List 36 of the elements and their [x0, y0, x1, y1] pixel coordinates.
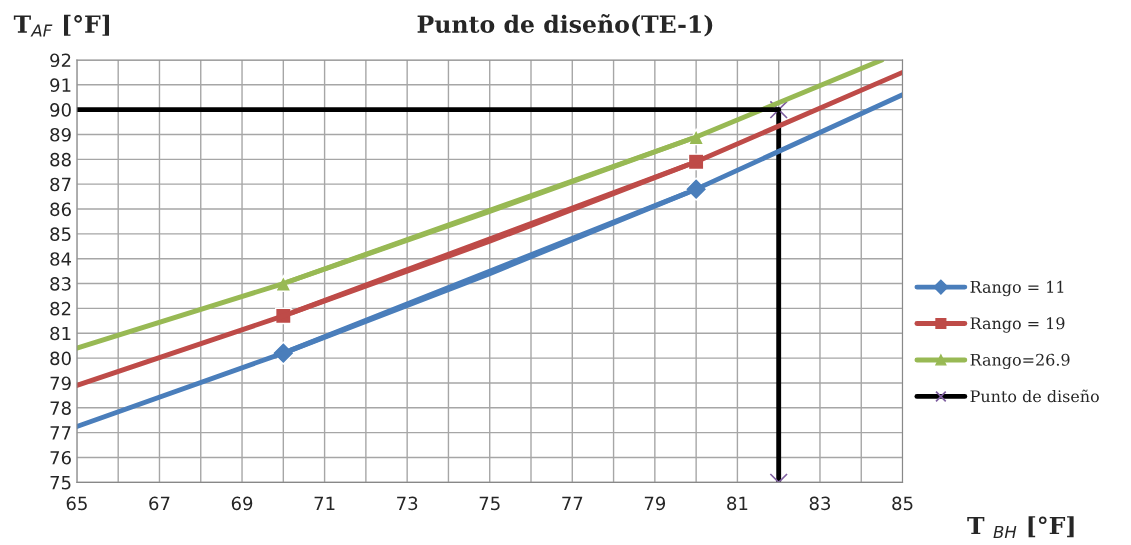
x-tick-label: 67: [149, 496, 170, 511]
y-tick-label: 88: [50, 152, 71, 167]
legend-label: Rango = 11: [970, 280, 1064, 297]
x-tick-label: 75: [479, 496, 500, 511]
y-tick-label: 82: [50, 301, 71, 316]
y-tick-label: 80: [50, 351, 71, 366]
y-tick-label: 83: [50, 277, 71, 291]
x-tick-label: 65: [66, 496, 87, 511]
x-tick-label: 85: [892, 496, 913, 511]
y-tick-label: 85: [50, 227, 71, 241]
y-axis-title: T$_{AF}$ [°F]: [13, 14, 110, 37]
y-tick-label: 81: [50, 326, 71, 341]
y-tick-label: 87: [50, 177, 71, 192]
x-tick-label: 71: [314, 496, 335, 510]
y-tick-label: 79: [50, 376, 71, 391]
y-tick-label: 78: [50, 401, 71, 415]
y-tick-label: 76: [50, 450, 71, 465]
legend-label: Punto de diseño: [970, 389, 1099, 403]
x-tick-label: 73: [397, 496, 418, 511]
y-tick-label: 89: [50, 127, 71, 142]
x-tick-label: 83: [809, 496, 831, 511]
legend-label: Rango = 19: [970, 317, 1065, 333]
x-tick-label: 79: [644, 496, 666, 511]
x-tick-label: 77: [562, 496, 583, 510]
y-tick-label: 75: [50, 476, 71, 490]
y-tick-label: 91: [50, 78, 71, 92]
x-tick-label: 69: [231, 496, 253, 511]
y-tick-label: 86: [50, 202, 71, 217]
y-tick-label: 90: [50, 103, 71, 117]
y-tick-label: 84: [50, 252, 72, 266]
chart-title: Punto de diseño(TE-1): [417, 14, 713, 37]
legend-label: Rango=26.9: [970, 353, 1070, 370]
x-axis-title: T $_{BH}$ [°F]: [967, 516, 1074, 538]
x-tick-label: 81: [727, 496, 748, 511]
y-tick-label: 77: [50, 426, 71, 440]
y-tick-label: 92: [50, 53, 71, 68]
